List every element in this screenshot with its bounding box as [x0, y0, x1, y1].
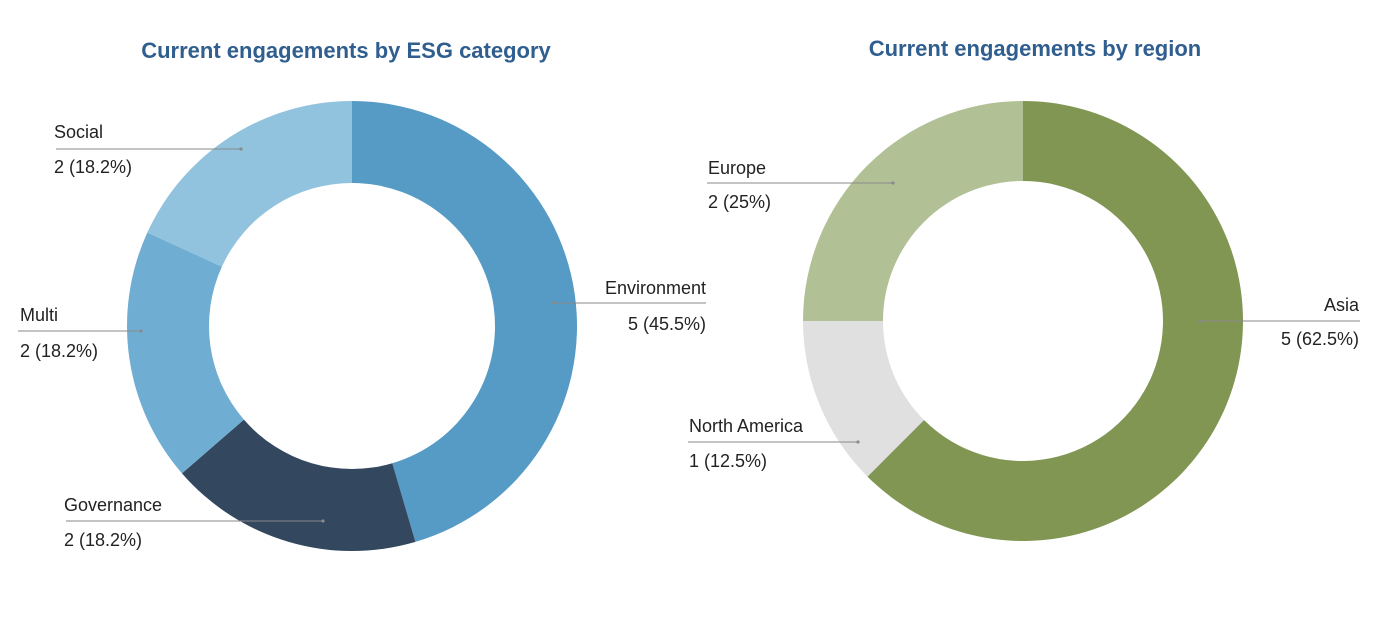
leader-dot: [239, 147, 243, 151]
leader-dot: [321, 519, 325, 523]
slice-social: [147, 101, 352, 267]
value-label: 5 (62.5%): [1281, 329, 1359, 349]
leader-dot: [551, 301, 555, 305]
value-label: 2 (18.2%): [20, 341, 98, 361]
slice-label-multi: Multi 2 (18.2%): [18, 305, 143, 361]
leader-dot: [139, 329, 143, 333]
esg-category-donut-chart: Current engagements by ESG category Envi…: [18, 38, 706, 552]
chart-title: Current engagements by region: [869, 36, 1202, 61]
region-donut-chart: Current engagements by region Asia 5 (62…: [688, 36, 1360, 541]
slice-label-social: Social 2 (18.2%): [54, 122, 243, 177]
value-label: 2 (18.2%): [64, 530, 142, 550]
value-label: 1 (12.5%): [689, 451, 767, 471]
slice-label-governance: Governance 2 (18.2%): [64, 495, 325, 550]
slice-europe: [803, 101, 1023, 321]
leader-dot: [891, 181, 895, 185]
category-label: Multi: [20, 305, 58, 325]
slice-north-america: [803, 321, 925, 477]
category-label: Asia: [1324, 295, 1360, 315]
donut-slices: [803, 100, 1243, 541]
category-label: North America: [689, 416, 804, 436]
slice-label-north-america: North America 1 (12.5%): [688, 416, 860, 471]
slice-label-europe: Europe 2 (25%): [707, 158, 895, 212]
value-label: 2 (25%): [708, 192, 771, 212]
slice-governance: [181, 419, 416, 552]
slice-environment: [352, 101, 577, 542]
slice-label-environment: Environment 5 (45.5%): [551, 278, 706, 334]
slice-label-asia: Asia 5 (62.5%): [1198, 295, 1360, 349]
chart-title: Current engagements by ESG category: [141, 38, 551, 63]
category-label: Environment: [605, 278, 706, 298]
value-label: 5 (45.5%): [628, 314, 706, 334]
category-label: Governance: [64, 495, 162, 515]
slice-multi: [126, 232, 244, 474]
value-label: 2 (18.2%): [54, 157, 132, 177]
donut-slices: [126, 101, 577, 552]
category-label: Europe: [708, 158, 766, 178]
slice-asia: [867, 100, 1243, 541]
category-label: Social: [54, 122, 103, 142]
leader-dot: [856, 440, 860, 444]
leader-dot: [1198, 319, 1202, 323]
